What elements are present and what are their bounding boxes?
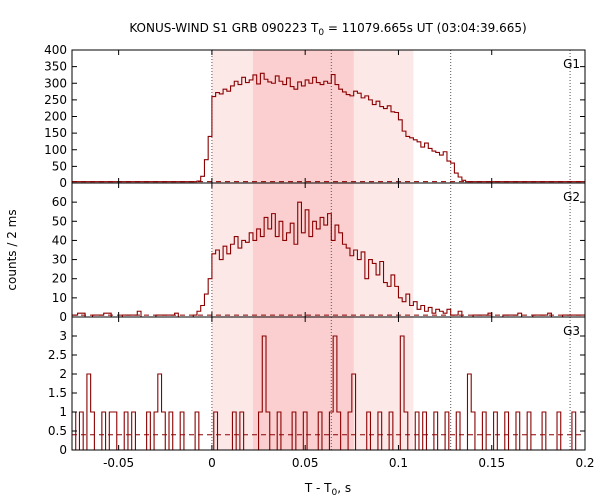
y-tick-label: 1 [59, 405, 67, 419]
shaded-interval-dark [252, 50, 354, 450]
y-tick-label: 50 [52, 214, 67, 228]
panel-frame [71, 316, 586, 451]
y-tick-label: 1.5 [48, 386, 67, 400]
y-tick-label: 3 [59, 329, 67, 343]
y-tick-label: 2 [59, 367, 67, 381]
y-tick-label: 60 [52, 195, 67, 209]
y-tick-label: 50 [52, 159, 67, 173]
chart-title: KONUS-WIND S1 GRB 090223 T0 = 11079.665s… [129, 21, 526, 38]
x-axis-label: T - T0, s [304, 481, 351, 498]
x-tick-label: 0.2 [575, 456, 594, 470]
count-rate-series [72, 335, 585, 451]
y-tick-label: 0 [59, 443, 67, 457]
y-tick-label: 2.5 [48, 348, 67, 362]
count-rate-series [72, 201, 585, 318]
y-tick-label: 30 [52, 253, 67, 267]
y-tick-label: 10 [52, 291, 67, 305]
y-tick-label: 20 [52, 272, 67, 286]
y-tick-label: 200 [44, 110, 67, 124]
y-tick-label: 0.5 [48, 424, 67, 438]
x-tick-label: 0.1 [389, 456, 408, 470]
panel-label: G3 [563, 324, 580, 338]
y-tick-label: 400 [44, 43, 67, 57]
y-tick-label: 0 [59, 176, 67, 190]
y-tick-label: 300 [44, 76, 67, 90]
panel-label: G2 [563, 190, 580, 204]
y-tick-label: 250 [44, 93, 67, 107]
y-tick-label: 350 [44, 60, 67, 74]
x-tick-label: -0.05 [103, 456, 134, 470]
x-tick-label: 0.05 [292, 456, 319, 470]
y-axis-label: counts / 2 ms [5, 209, 19, 290]
panel-label: G1 [563, 57, 580, 71]
y-tick-label: 40 [52, 233, 67, 247]
count-rate-series [72, 72, 585, 183]
y-tick-label: 100 [44, 143, 67, 157]
y-tick-label: 150 [44, 126, 67, 140]
panel-g3: 0 0.5 1 1.5 2 2.5 3 G3 [48, 316, 586, 457]
panel-g1: 0 50 100 150 200 250 300 350 400 G1 [44, 43, 586, 190]
y-tick-label: 0 [59, 310, 67, 324]
x-tick-label: 0.15 [478, 456, 505, 470]
x-tick-label: 0 [208, 456, 216, 470]
